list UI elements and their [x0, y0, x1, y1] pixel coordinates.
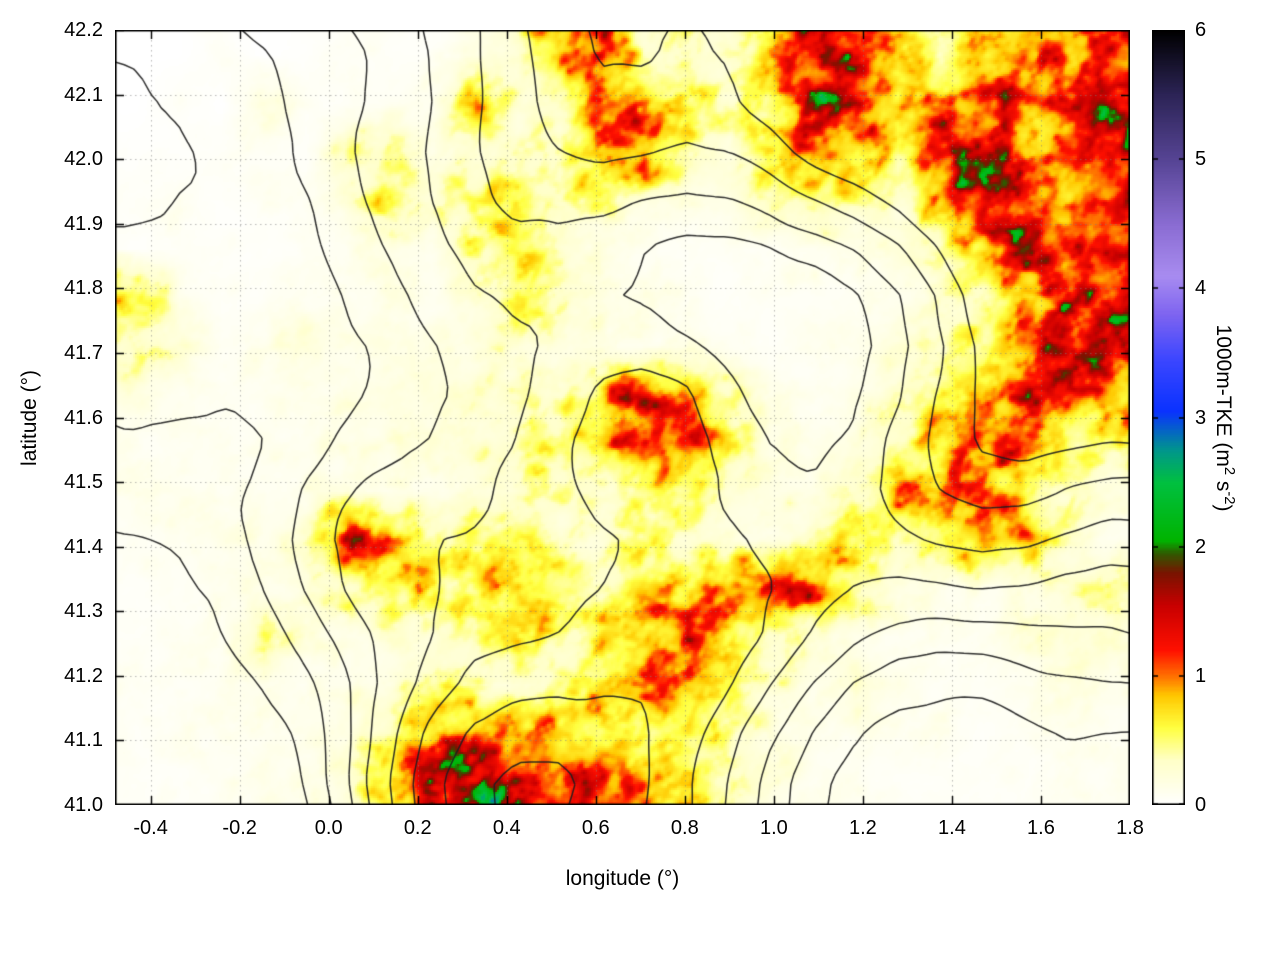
x-tick-label: 0.0 — [314, 817, 343, 839]
colorbar-label-sup1: 2 — [1221, 466, 1237, 475]
y-tick-label: 41.6 — [64, 406, 103, 429]
x-tick-label: -0.4 — [133, 817, 168, 839]
y-tick-label: 41.7 — [64, 341, 103, 364]
x-tick-label: 0.8 — [670, 817, 699, 839]
y-tick-label: 41.2 — [64, 664, 103, 687]
y-tick-label: 41.3 — [64, 600, 103, 623]
colorbar-tick-label: 6 — [1195, 19, 1207, 41]
x-tick-label: 0.2 — [403, 817, 432, 839]
y-tick-label: 41.0 — [64, 794, 103, 816]
colorbar-tick-label: 2 — [1195, 535, 1207, 558]
colorbar-tick-label: 3 — [1195, 406, 1207, 429]
colorbar-tick-label: 5 — [1195, 148, 1207, 171]
y-tick-label: 41.8 — [64, 277, 103, 300]
heatmap-canvas — [115, 30, 1130, 805]
colorbar-label-sup2: -2 — [1221, 490, 1237, 504]
x-tick-label: 1.6 — [1027, 817, 1055, 839]
y-axis-label: latitude (°) — [18, 369, 41, 466]
x-tick-label: -0.2 — [222, 817, 257, 839]
y-tick-label: 42.0 — [64, 148, 103, 171]
y-tick-label: 42.1 — [64, 83, 103, 106]
colorbar-label-main: 1000m-TKE (m — [1212, 324, 1235, 467]
colorbar-tick-label: 0 — [1195, 794, 1207, 816]
x-tick-label: 1.2 — [848, 817, 877, 839]
colorbar-gradient — [1152, 30, 1185, 805]
x-tick-label: 1.8 — [1116, 817, 1144, 839]
y-tick-label: 41.1 — [64, 729, 103, 752]
y-tick-label: 41.4 — [64, 535, 103, 558]
colorbar-tick-label: 1 — [1195, 664, 1207, 687]
x-axis-label: longitude (°) — [565, 867, 680, 890]
colorbar-label-end: ) — [1212, 503, 1235, 511]
colorbar-tick-label: 4 — [1195, 277, 1207, 300]
x-tick-label: 0.4 — [492, 817, 521, 839]
x-tick-label: 1.0 — [759, 817, 788, 839]
colorbar-label: 1000m-TKE (m2 s-2) — [1211, 324, 1237, 511]
x-tick-label: 1.4 — [938, 817, 966, 839]
y-tick-label: 42.2 — [64, 19, 103, 41]
y-tick-label: 41.9 — [64, 212, 103, 235]
x-tick-label: 0.6 — [581, 817, 610, 839]
colorbar-label-mid: s — [1212, 474, 1235, 491]
y-tick-label: 41.5 — [64, 471, 103, 494]
